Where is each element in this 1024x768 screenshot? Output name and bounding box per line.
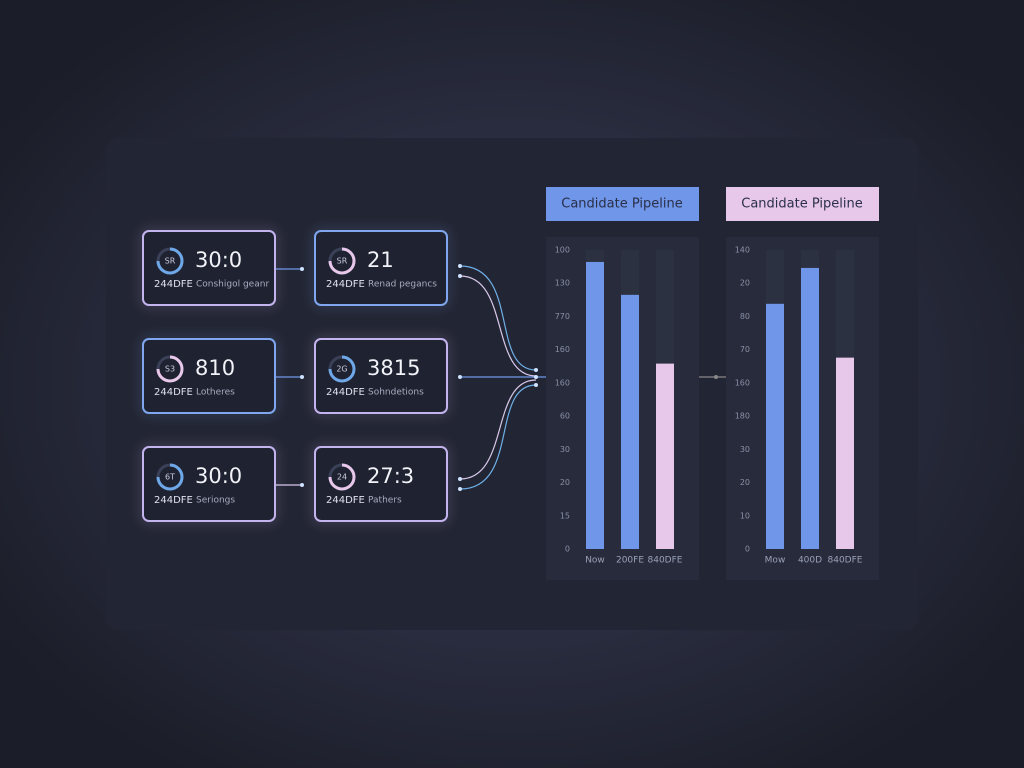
ring-arc — [328, 463, 356, 491]
card-code: 244DFE — [154, 279, 193, 290]
ring-arc — [156, 463, 184, 491]
chart-header — [546, 187, 699, 221]
card-value: 30:0 — [195, 464, 242, 488]
card-value: 810 — [195, 356, 235, 380]
card-code: 244DFE — [154, 387, 193, 398]
y-tick-label: 20 — [560, 478, 570, 487]
y-tick-label: 0 — [565, 545, 570, 554]
x-tick-label: 840DFE — [648, 556, 683, 566]
x-tick-label: Mow — [765, 556, 786, 566]
card-label: Pathers — [368, 496, 402, 506]
chart-title: Candidate Pipeline — [561, 197, 682, 212]
y-tick-label: 180 — [735, 412, 750, 421]
bar — [586, 261, 604, 549]
chart-title: Candidate Pipeline — [741, 197, 862, 212]
connectors — [275, 265, 726, 490]
y-tick-label: 20 — [740, 279, 750, 288]
y-tick-label: 70 — [740, 345, 750, 354]
bar — [836, 357, 854, 549]
card-value: 21 — [367, 248, 394, 272]
y-tick-label: 15 — [560, 511, 570, 520]
card-label: Conshigol geanr — [196, 280, 269, 290]
y-tick-label: 160 — [555, 345, 570, 354]
bar — [801, 267, 819, 549]
y-tick-label: 100 — [555, 246, 570, 255]
card-label: Renad pegancs — [368, 280, 437, 290]
ring-label: 24 — [337, 473, 347, 482]
bar — [621, 294, 639, 549]
y-tick-label: 20 — [740, 478, 750, 487]
chart-header — [726, 187, 879, 221]
y-tick-label: 60 — [560, 412, 570, 421]
ring-label: SR — [337, 257, 348, 266]
card-value: 27:3 — [367, 464, 414, 488]
y-tick-label: 160 — [735, 378, 750, 387]
y-tick-label: 770 — [555, 312, 570, 321]
ring-arc — [328, 247, 356, 275]
x-tick-label: Now — [585, 556, 605, 566]
ring-label: 2G — [336, 365, 347, 374]
y-tick-label: 140 — [735, 246, 750, 255]
x-tick-label: 200FE — [616, 556, 644, 566]
x-tick-label: 400D — [798, 556, 822, 566]
x-tick-label: 840DFE — [828, 556, 863, 566]
y-tick-label: 130 — [555, 279, 570, 288]
ring-arc — [156, 355, 184, 383]
card-value: 3815 — [367, 356, 420, 380]
card-code: 244DFE — [326, 387, 365, 398]
bar — [656, 363, 674, 549]
y-tick-label: 30 — [740, 445, 750, 454]
y-tick-label: 30 — [560, 445, 570, 454]
y-tick-label: 0 — [745, 545, 750, 554]
card-label: Lotheres — [196, 388, 235, 398]
bar — [766, 303, 784, 549]
card-value: 30:0 — [195, 248, 242, 272]
ring-arc — [156, 247, 184, 275]
card-label: Sohndetions — [368, 388, 424, 398]
card-label: Seriongs — [196, 496, 235, 506]
y-tick-label: 80 — [740, 312, 750, 321]
ring-label: SR — [165, 257, 176, 266]
ring-label: S3 — [165, 365, 175, 374]
connector-dots — [300, 264, 718, 491]
ring-label: 6T — [165, 473, 175, 482]
card-code: 244DFE — [326, 279, 365, 290]
ring-arc — [328, 355, 356, 383]
y-tick-label: 10 — [740, 511, 750, 520]
card-code: 244DFE — [154, 495, 193, 506]
y-tick-label: 160 — [555, 378, 570, 387]
card-code: 244DFE — [326, 495, 365, 506]
panel — [106, 138, 918, 630]
